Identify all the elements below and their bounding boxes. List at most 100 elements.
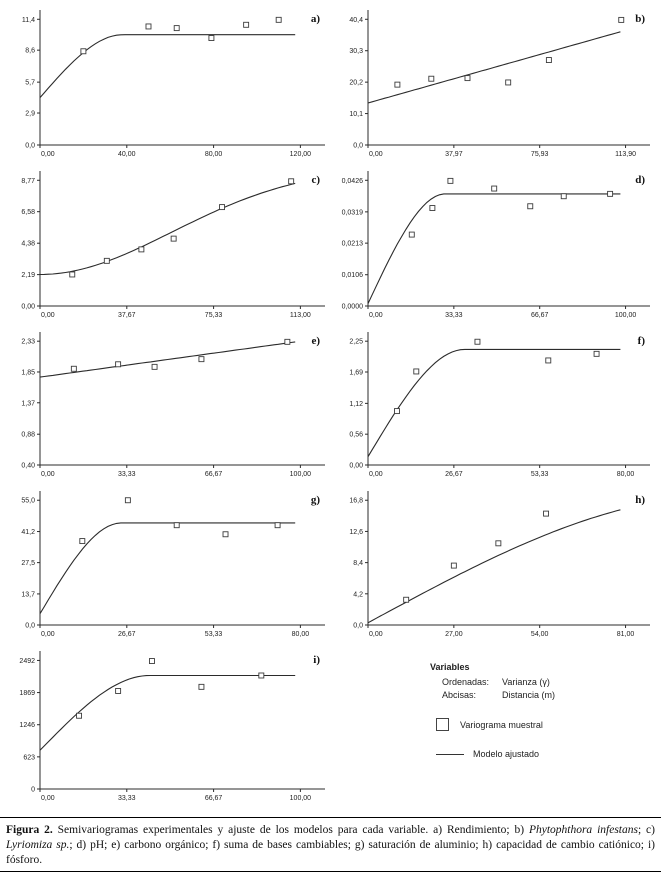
sample-point [115,361,122,368]
sample-point [474,338,481,345]
x-tick-label: 0,00 [41,631,55,638]
fitted-model-line [367,31,621,104]
open-square-symbol [436,718,449,731]
y-tick-label: 8,4 [353,560,363,567]
sample-point [69,271,76,278]
axes [365,171,650,309]
y-tick-label: 1,85 [21,369,35,376]
semivariogram-f-svg: 0,00 26,67 53,33 80,00 0,00 0,56 1,12 1,69 2,25 f… [349,332,650,478]
x-tick-label: 80,00 [292,631,310,638]
sample-points [403,510,550,603]
x-tick-label: 53,33 [205,631,223,638]
sample-point [258,672,265,679]
axes [37,491,325,628]
fitted-model-line [39,34,296,98]
abscissa-value: Distancia (m) [502,690,556,700]
sample-point [607,190,614,197]
x-tick-label: 0,00 [41,795,55,802]
ordinate-label: Ordenadas: [442,677,490,687]
chart-g: 0,00 26,67 53,33 80,00 0,0 13,7 27,5 41,2 55,0 g) [6,485,330,646]
x-tick-label: 100,00 [615,312,637,319]
tick-labels: 0,00 33,33 66,67 100,00 0,40 0,88 1,37 1,85 2,33 [21,339,311,478]
tick-labels: 0,00 33,33 66,67 100,00 0,0000 0,0106 0,0213 0,… [342,178,637,319]
tick-labels: 0,00 37,67 75,33 113,00 0,00 2,19 4,38 6,58 8,77 [21,178,311,319]
panel-label-e: e) [311,335,320,347]
sample-point [151,363,158,370]
y-tick-label: 16,8 [349,498,363,505]
line-symbol [436,753,464,755]
axes [37,651,325,792]
tick-labels: 0,00 26,67 53,33 80,00 0,00 0,56 1,12 1,69 2,25 [349,339,634,478]
sample-point [198,356,205,363]
panel-label-g: g) [311,494,321,506]
y-tick-label: 0,0 [25,143,35,150]
semivariogram-i-svg: 0,00 33,33 66,67 100,00 0 623 1246 1869 2492 i) [19,651,325,802]
caption-segment: ; d) pH; e) carbono orgánico; f) suma de… [6,838,655,866]
abscissa-label: Abcisas: [442,690,477,700]
tick-labels: 0,00 40,00 80,00 120,00 0,0 2,9 5,7 8,6 11,4 [22,17,311,158]
x-tick-label: 53,33 [531,471,549,478]
sample-point [274,522,281,529]
sample-point [560,193,567,200]
x-tick-label: 66,67 [205,795,223,802]
x-tick-label: 37,67 [118,312,136,319]
sample-point [222,531,229,538]
semivariogram-h-svg: 0,00 27,00 54,00 81,00 0,0 4,2 8,4 12,6 16,8 h) [349,491,650,638]
x-tick-label: 0,00 [41,471,55,478]
sample-points [69,178,295,278]
semivariogram-d-svg: 0,00 33,33 66,67 100,00 0,0000 0,0106 0,0213 0,… [342,171,650,319]
y-tick-label: 1869 [19,690,35,697]
sample-point [138,246,145,253]
x-tick-label: 81,00 [617,631,635,638]
y-tick-label: 1246 [19,722,35,729]
sample-point [103,257,110,264]
x-tick-label: 26,67 [118,631,136,638]
sample-point [491,185,498,192]
caption-segment: ; c) [637,824,655,836]
y-tick-label: 2,9 [25,111,35,118]
sample-point [429,205,436,211]
sample-point [394,408,400,415]
y-tick-label: 0,40 [21,463,35,470]
fitted-model-line [39,182,296,276]
y-tick-label: 0 [31,787,35,794]
y-tick-label: 0,56 [349,432,363,439]
fitted-model-line [367,348,621,457]
x-tick-label: 0,00 [369,151,383,158]
chart-d: 0,00 33,33 66,67 100,00 0,0000 0,0106 0,0213 0,… [334,165,655,327]
sample-point [149,658,155,664]
sample-points [394,338,600,415]
sample-point [413,368,420,375]
tick-labels: 0,00 37,97 75,93 113,90 0,0 10,1 20,2 30,3 40,4 [349,17,636,158]
x-tick-label: 37,97 [445,151,463,158]
x-tick-label: 0,00 [41,151,55,158]
chart-i: 0,00 33,33 66,67 100,00 0 623 1246 1869 2492 i) [6,645,330,810]
sample-point [394,81,401,88]
x-tick-label: 113,90 [615,151,636,158]
fitted-model-line [39,674,296,751]
panel-label-f: f) [638,335,646,347]
sample-point [80,48,87,55]
sample-point [288,178,295,185]
sample-point [428,75,435,82]
sample-points [408,177,614,238]
caption-segment: Figura 2. [6,824,53,836]
x-tick-label: 54,00 [531,631,549,638]
sample-point [284,338,291,345]
y-tick-label: 6,58 [21,209,35,216]
panel-label-b: b) [635,13,645,25]
fitted-model-line [367,193,621,304]
sample-point [198,683,205,690]
y-tick-label: 20,2 [349,80,363,87]
y-tick-label: 30,3 [349,48,363,55]
legend: Variables Ordenadas: Varianza (γ) Abcisa… [428,662,646,759]
y-tick-label: 10,1 [349,111,363,118]
fitted-model-line [367,509,621,624]
caption-segment: Semivariogramas experimentales y ajuste … [52,824,529,836]
sample-point [208,35,215,41]
sample-point [219,204,225,211]
sample-point [450,562,457,569]
legend-item-fitted-model: Modelo ajustado [436,749,646,759]
sample-variogram-label: Variograma muestral [460,719,543,730]
